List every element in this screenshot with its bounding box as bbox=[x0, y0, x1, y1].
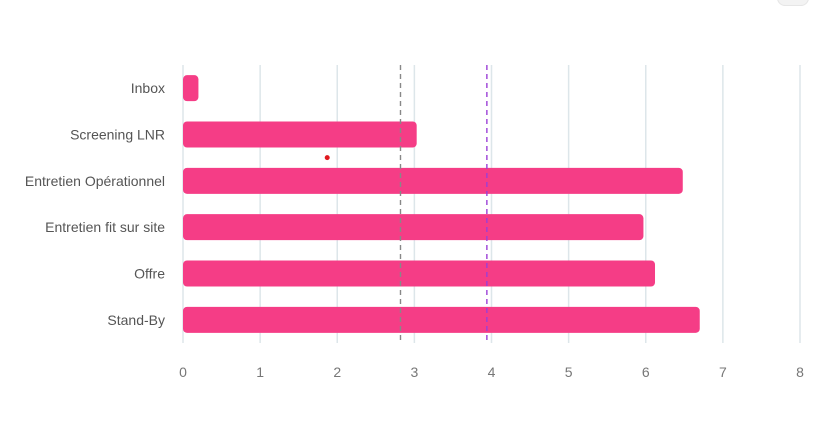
x-tick-labels: 0 1 2 3 4 5 6 7 8 bbox=[179, 364, 804, 380]
bars bbox=[183, 75, 700, 333]
bar[interactable] bbox=[183, 306, 700, 333]
category-labels: Inbox Screening LNR Entretien Opérationnel… bbox=[25, 80, 165, 328]
category-label: Offre bbox=[134, 266, 165, 282]
bar[interactable] bbox=[183, 121, 417, 148]
markers bbox=[324, 155, 330, 161]
reference-lines bbox=[399, 65, 488, 343]
category-label: Entretien Opérationnel bbox=[25, 173, 165, 189]
x-tick-label: 0 bbox=[179, 364, 187, 380]
category-label: Entretien fit sur site bbox=[45, 219, 165, 235]
x-tick-label: 1 bbox=[256, 364, 264, 380]
bar[interactable] bbox=[183, 167, 683, 194]
x-tick-label: 6 bbox=[642, 364, 650, 380]
x-tick-label: 8 bbox=[796, 364, 804, 380]
marker-dot bbox=[324, 155, 330, 161]
bar[interactable] bbox=[183, 214, 644, 241]
grid-lines bbox=[182, 65, 801, 343]
x-tick-label: 5 bbox=[565, 364, 573, 380]
x-tick-label: 2 bbox=[333, 364, 341, 380]
x-tick-label: 4 bbox=[488, 364, 496, 380]
bar[interactable] bbox=[183, 260, 656, 287]
category-label: Screening LNR bbox=[70, 127, 165, 143]
bar[interactable] bbox=[183, 75, 199, 102]
category-label: Stand-By bbox=[107, 312, 165, 328]
x-tick-label: 3 bbox=[410, 364, 418, 380]
x-tick-label: 7 bbox=[719, 364, 727, 380]
category-label: Inbox bbox=[131, 80, 165, 96]
